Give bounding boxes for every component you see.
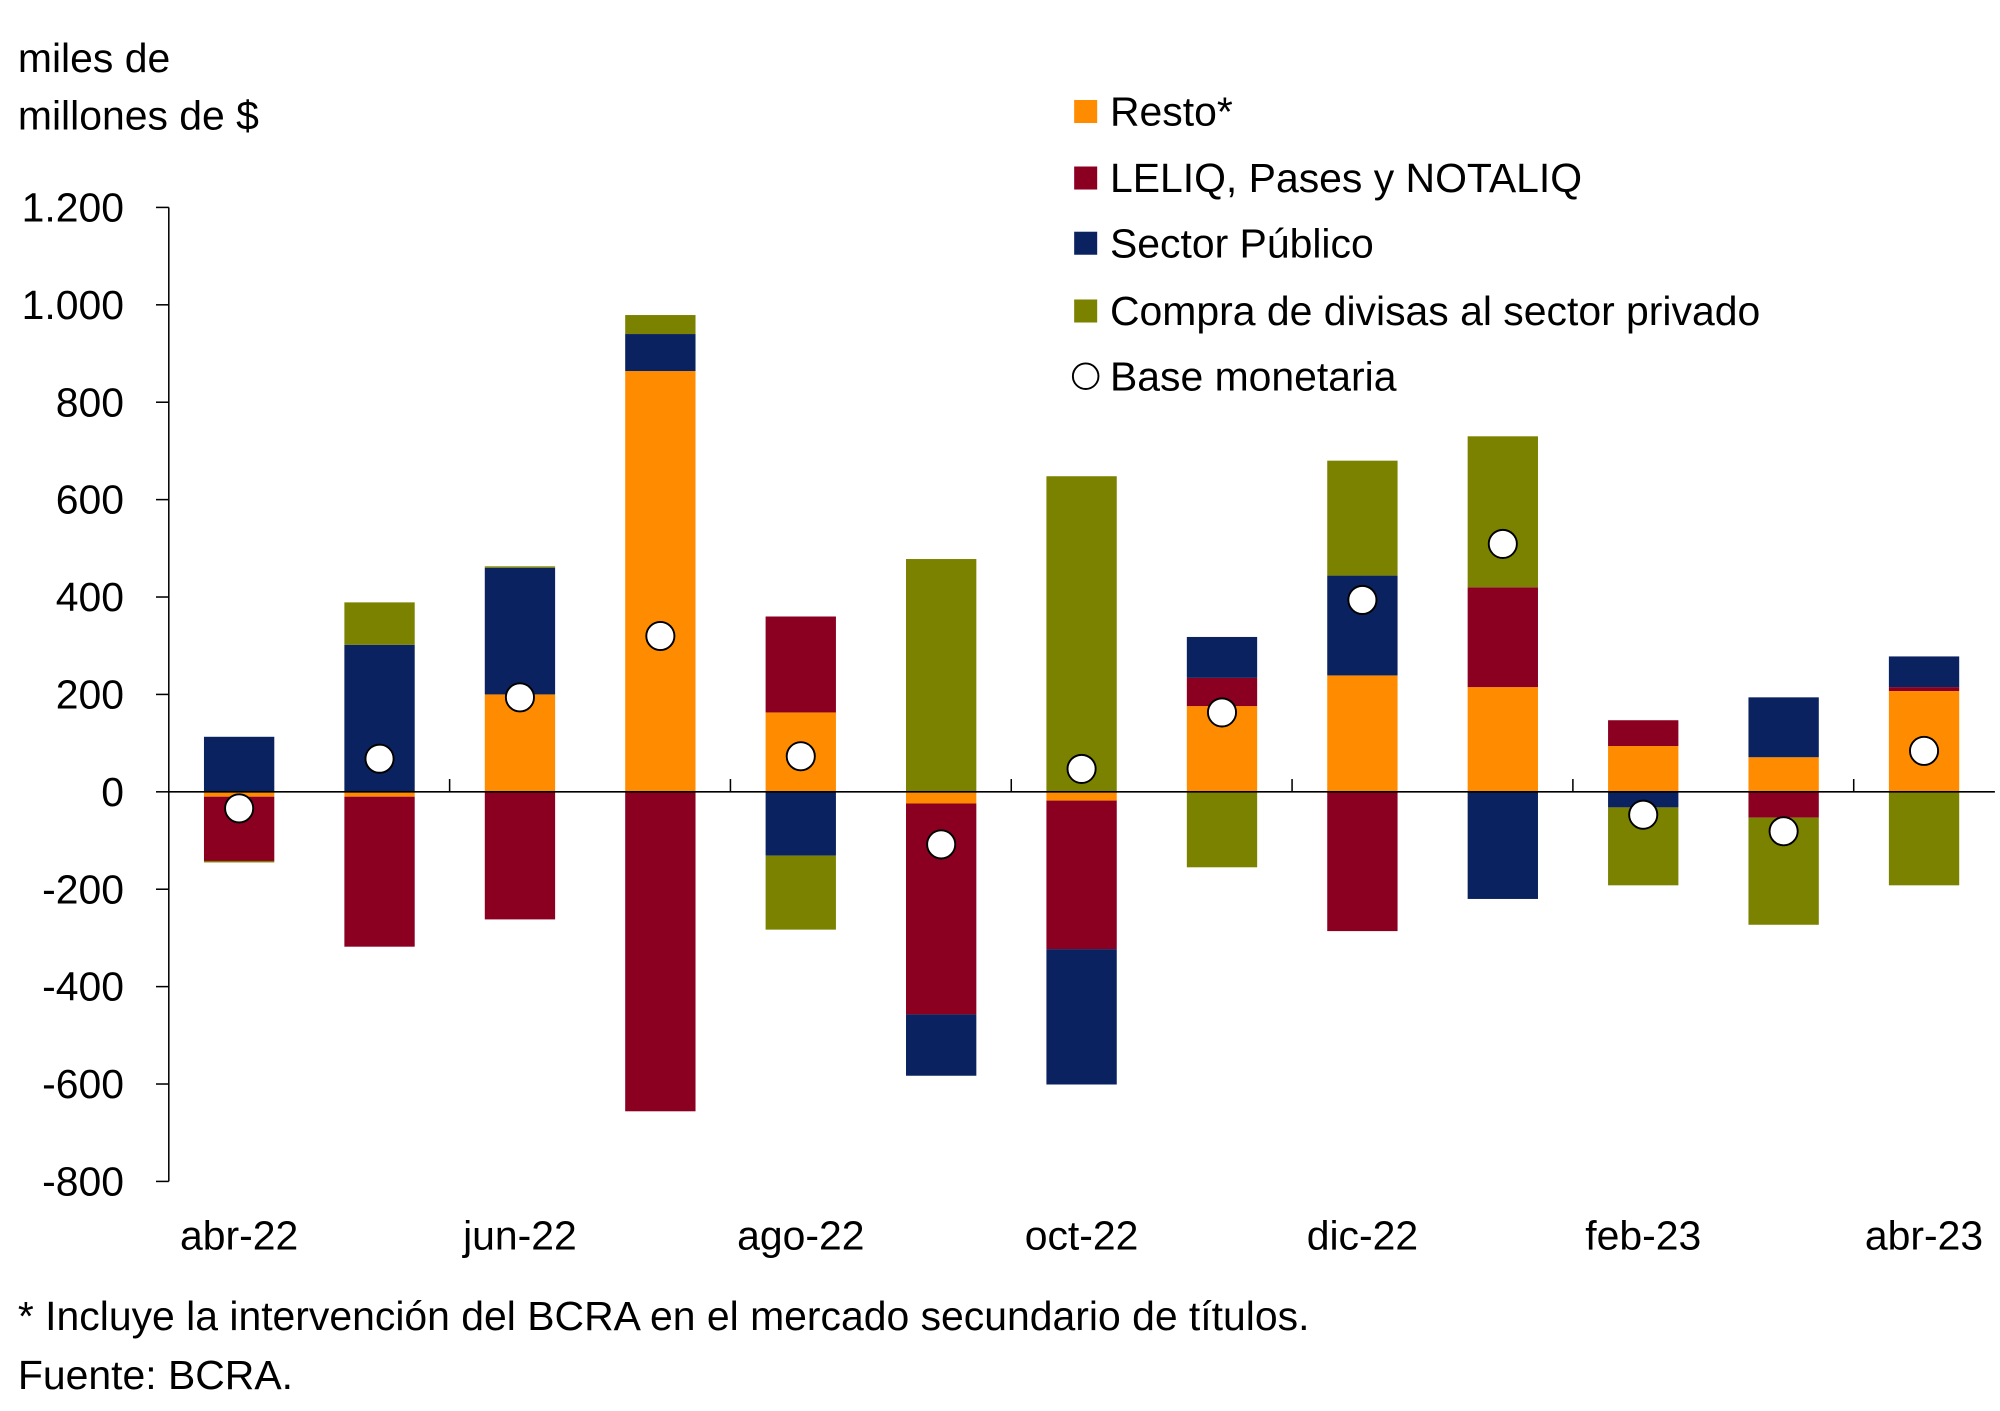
point-base-monetaria-jul-22 bbox=[645, 620, 676, 652]
bar-jun-22-series-1 bbox=[484, 791, 556, 920]
legend-label-0: Resto* bbox=[1110, 89, 1233, 135]
bar-ago-22-series-2 bbox=[765, 791, 836, 856]
point-base-monetaria-sep-22 bbox=[926, 829, 957, 860]
bar-jul-22-series-3 bbox=[625, 315, 696, 335]
bar-ago-22-series-3 bbox=[765, 855, 836, 930]
points bbox=[224, 528, 1940, 860]
bar-abr-22-series-3 bbox=[203, 860, 275, 863]
x-tick-label: oct-22 bbox=[1025, 1213, 1139, 1259]
bar-sep-22-series-2 bbox=[906, 1014, 977, 1076]
y-axis-label-line2: millones de $ bbox=[18, 92, 259, 138]
point-base-monetaria-oct-22 bbox=[1066, 753, 1097, 784]
bar-sep-22-series-3 bbox=[906, 559, 977, 792]
y-tick-label: 200 bbox=[56, 671, 124, 717]
axes: 1.200 1.000 800 600 400 200 0 -200 -400 -600 -800 a… bbox=[22, 184, 1995, 1259]
bar-oct-22-series-1 bbox=[1046, 800, 1117, 950]
source: Fuente: BCRA. bbox=[18, 1352, 293, 1398]
y-tick-label: 800 bbox=[56, 379, 124, 425]
legend-marker-base-monetaria bbox=[1071, 362, 1100, 390]
point-base-monetaria-may-22 bbox=[364, 743, 395, 774]
bar-mar-23-series-1 bbox=[1748, 791, 1819, 818]
point-base-monetaria-jun-22 bbox=[504, 682, 535, 713]
bar-oct-22-series-3 bbox=[1046, 476, 1117, 792]
y-tick-label: 0 bbox=[101, 769, 124, 815]
x-tick-label: ago-22 bbox=[737, 1213, 864, 1259]
legend-swatch-0 bbox=[1074, 100, 1098, 124]
x-tick-label: feb-23 bbox=[1585, 1213, 1701, 1259]
bar-feb-23-series-2 bbox=[1608, 791, 1679, 808]
bar-dic-22-series-3 bbox=[1327, 460, 1398, 576]
bar-ene-23-series-1 bbox=[1467, 587, 1538, 688]
bar-feb-23-series-1 bbox=[1608, 720, 1679, 747]
x-tick-label: dic-22 bbox=[1307, 1213, 1418, 1259]
point-base-monetaria-abr-22 bbox=[224, 793, 255, 824]
point-base-monetaria-nov-22 bbox=[1206, 697, 1238, 728]
bar-feb-23-series-0 bbox=[1608, 746, 1679, 792]
bar-may-22-series-3 bbox=[344, 602, 415, 645]
point-base-monetaria-ene-23 bbox=[1487, 528, 1518, 559]
y-tick-label: -600 bbox=[42, 1061, 124, 1107]
bar-mar-23-series-0 bbox=[1748, 757, 1819, 792]
bar-dic-22-series-1 bbox=[1327, 791, 1398, 932]
point-base-monetaria-dic-22 bbox=[1347, 584, 1378, 615]
x-tick-label: abr-23 bbox=[1865, 1213, 1983, 1259]
point-base-monetaria-ago-22 bbox=[785, 741, 816, 772]
bar-abr-22-series-2 bbox=[203, 736, 275, 792]
y-tick-label: 600 bbox=[56, 477, 124, 523]
bar-jul-22-series-0 bbox=[625, 371, 696, 792]
y-tick-label: -200 bbox=[42, 866, 124, 912]
point-base-monetaria-feb-23 bbox=[1628, 799, 1659, 830]
bar-sep-22-series-0 bbox=[906, 791, 977, 804]
bar-dic-22-series-0 bbox=[1327, 675, 1398, 792]
bar-abr-23-series-3 bbox=[1888, 791, 1960, 886]
y-tick-label: 400 bbox=[56, 574, 124, 620]
bar-jun-22-series-3 bbox=[484, 566, 556, 568]
legend-label-1: LELIQ, Pases y NOTALIQ bbox=[1110, 155, 1582, 201]
bar-abr-23-series-2 bbox=[1888, 656, 1960, 688]
y-axis-label-line1: miles de bbox=[18, 35, 170, 81]
bars bbox=[203, 315, 1960, 1112]
bar-ene-23-series-3 bbox=[1467, 436, 1538, 588]
point-base-monetaria-abr-23 bbox=[1909, 735, 1940, 766]
bar-oct-22-series-2 bbox=[1046, 949, 1117, 1085]
bar-nov-22-series-3 bbox=[1186, 791, 1258, 868]
legend: Resto* LELIQ, Pases y NOTALIQ Sector Públi… bbox=[1071, 89, 1760, 399]
bar-may-22-series-0 bbox=[344, 791, 415, 797]
footnote: * Incluye la intervención del BCRA en el… bbox=[18, 1293, 1310, 1339]
point-base-monetaria-mar-23 bbox=[1768, 816, 1799, 847]
bar-ene-23-series-2 bbox=[1467, 791, 1538, 899]
y-tick-label: -400 bbox=[42, 964, 124, 1010]
bar-may-22-series-1 bbox=[344, 796, 415, 947]
bar-nov-22-series-2 bbox=[1186, 636, 1258, 678]
bar-ene-23-series-0 bbox=[1467, 687, 1538, 792]
bar-oct-22-series-0 bbox=[1046, 791, 1117, 801]
legend-swatch-2 bbox=[1074, 231, 1098, 255]
legend-swatch-3 bbox=[1074, 299, 1098, 323]
y-tick-label: -800 bbox=[42, 1158, 124, 1204]
bar-jun-22-series-2 bbox=[484, 567, 556, 695]
y-tick-label: 1.000 bbox=[22, 282, 124, 328]
y-tick-label: 1.200 bbox=[22, 184, 124, 230]
x-tick-label: jun-22 bbox=[462, 1213, 577, 1259]
bar-jul-22-series-1 bbox=[625, 791, 696, 1112]
bar-jul-22-series-2 bbox=[625, 334, 696, 372]
legend-label-3: Compra de divisas al sector privado bbox=[1110, 288, 1760, 334]
x-tick-label: abr-22 bbox=[180, 1213, 298, 1259]
bar-ago-22-series-1 bbox=[765, 616, 836, 713]
legend-swatch-1 bbox=[1074, 166, 1098, 190]
bar-abr-23-series-1 bbox=[1888, 687, 1960, 692]
bar-mar-23-series-2 bbox=[1748, 697, 1819, 758]
legend-label-2: Sector Público bbox=[1110, 220, 1374, 266]
legend-label-base-monetaria: Base monetaria bbox=[1110, 353, 1397, 399]
